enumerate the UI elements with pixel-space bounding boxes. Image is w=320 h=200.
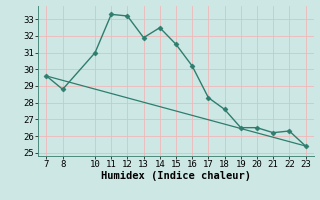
- X-axis label: Humidex (Indice chaleur): Humidex (Indice chaleur): [101, 171, 251, 181]
